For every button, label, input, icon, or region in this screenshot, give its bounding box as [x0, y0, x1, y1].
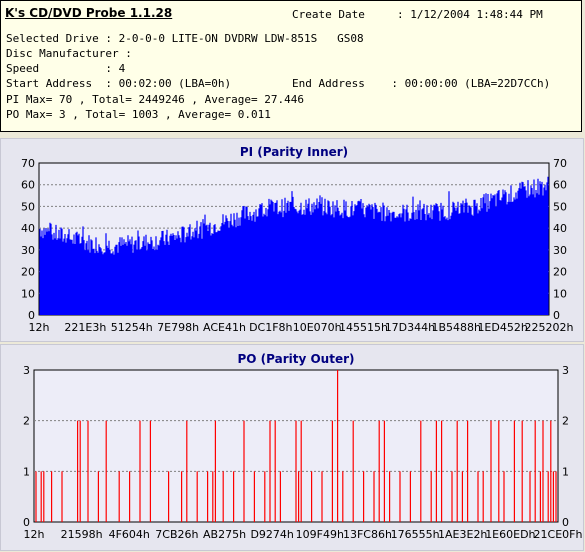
info-panel: K's CD/DVD Probe 1.1.28 Create Date : 1/…	[0, 0, 582, 132]
po-y-tick-right: 0	[562, 516, 569, 529]
create-date-label: Create Date	[292, 8, 365, 21]
pi-x-tick-label: 225202h	[525, 321, 574, 334]
pi-y-tick-left: 20	[21, 266, 35, 279]
pi-x-tick-label: 12h	[29, 321, 50, 334]
po-y-tick-left: 1	[23, 465, 30, 478]
pi-x-tick-label: 1ED452h	[477, 321, 527, 334]
pi-y-tick-left: 60	[21, 179, 35, 192]
app-title: K's CD/DVD Probe 1.1.28	[5, 6, 173, 20]
pi-y-tick-right: 30	[553, 244, 567, 257]
po-y-tick-left: 2	[23, 415, 30, 428]
start-address: Start Address : 00:02:00 (LBA=0h)	[6, 77, 232, 90]
po-chart-panel: PO (Parity Outer) 0 0 1 1 2 2 3 3 12h 21598h 4F604h…	[0, 344, 584, 551]
po-x-tick-label: 1E60EDh	[485, 528, 535, 541]
po-x-tick-label: 1AE3E2h	[438, 528, 487, 541]
pi-chart-panel: PI (Parity Inner) 0 0 10 10 20 20 30 30 40 40 50 50 6…	[0, 138, 584, 342]
pi-y-tick-right: 20	[553, 266, 567, 279]
po-y-tick-right: 1	[562, 465, 569, 478]
pi-x-tick-label: 51254h	[111, 321, 153, 334]
pi-stats: PI Max= 70 , Total= 2449246 , Average= 2…	[6, 93, 305, 106]
po-x-tick-label: D9274h	[250, 528, 293, 541]
po-y-tick-left: 3	[23, 364, 30, 377]
pi-y-tick-left: 70	[21, 157, 35, 170]
po-y-tick-right: 2	[562, 415, 569, 428]
pi-bars	[39, 176, 549, 315]
pi-y-tick-left: 50	[21, 200, 35, 213]
create-date-value: : 1/12/2004 1:48:44 PM	[397, 8, 543, 21]
pi-y-tick-left: 30	[21, 244, 35, 257]
pi-chart-title: PI (Parity Inner)	[240, 145, 348, 159]
pi-y-tick-left: 0	[28, 309, 35, 322]
pi-x-tick-label: ACE41h	[203, 321, 246, 334]
pi-x-tick-label: 145515h	[339, 321, 388, 334]
speed: Speed : 4	[6, 62, 126, 75]
po-x-tick-label: 13FC86h	[343, 528, 392, 541]
po-x-tick-label: 176555h	[391, 528, 440, 541]
pi-x-tick-label: DC1F8h	[249, 321, 292, 334]
po-x-tick-label: 109F49h	[296, 528, 344, 541]
pi-y-tick-right: 50	[553, 200, 567, 213]
po-y-tick-left: 0	[23, 516, 30, 529]
pi-y-tick-left: 10	[21, 287, 35, 300]
pi-x-tick-label: 10E070h	[293, 321, 342, 334]
pi-x-tick-label: 221E3h	[64, 321, 106, 334]
pi-y-tick-right: 70	[553, 157, 567, 170]
po-stats: PO Max= 3 , Total= 1003 , Average= 0.011	[6, 108, 271, 121]
pi-chart: PI (Parity Inner) 0 0 10 10 20 20 30 30 40 40 50 50 6…	[21, 145, 574, 334]
po-x-tick-label: 7CB26h	[155, 528, 198, 541]
pi-x-tick-label: 7E798h	[157, 321, 199, 334]
pi-x-tick-label: 1B5488h	[432, 321, 482, 334]
pi-y-tick-right: 10	[553, 287, 567, 300]
po-chart: PO (Parity Outer) 0 0 1 1 2 2 3 3 12h 21598h 4F604h…	[23, 352, 583, 541]
po-y-tick-right: 3	[562, 364, 569, 377]
pi-y-tick-right: 60	[553, 179, 567, 192]
po-chart-title: PO (Parity Outer)	[237, 352, 354, 366]
selected-drive: Selected Drive : 2-0-0-0 LITE-ON DVDRW L…	[6, 32, 364, 45]
po-x-tick-label: 21CE0Fh	[534, 528, 583, 541]
end-address: End Address : 00:00:00 (LBA=22D7CCh)	[292, 77, 551, 90]
po-x-tick-label: 21598h	[61, 528, 103, 541]
po-x-tick-label: AB275h	[203, 528, 246, 541]
pi-y-tick-right: 0	[553, 309, 560, 322]
disc-manufacturer: Disc Manufacturer :	[6, 47, 132, 60]
po-x-tick-label: 12h	[24, 528, 45, 541]
po-x-tick-label: 4F604h	[109, 528, 150, 541]
pi-y-tick-left: 40	[21, 222, 35, 235]
pi-y-tick-right: 40	[553, 222, 567, 235]
pi-x-tick-label: 17D344h	[385, 321, 435, 334]
